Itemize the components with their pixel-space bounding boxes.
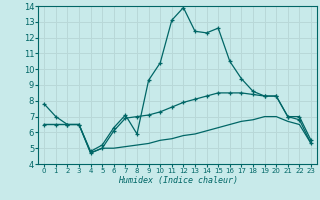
X-axis label: Humidex (Indice chaleur): Humidex (Indice chaleur) xyxy=(118,176,238,185)
